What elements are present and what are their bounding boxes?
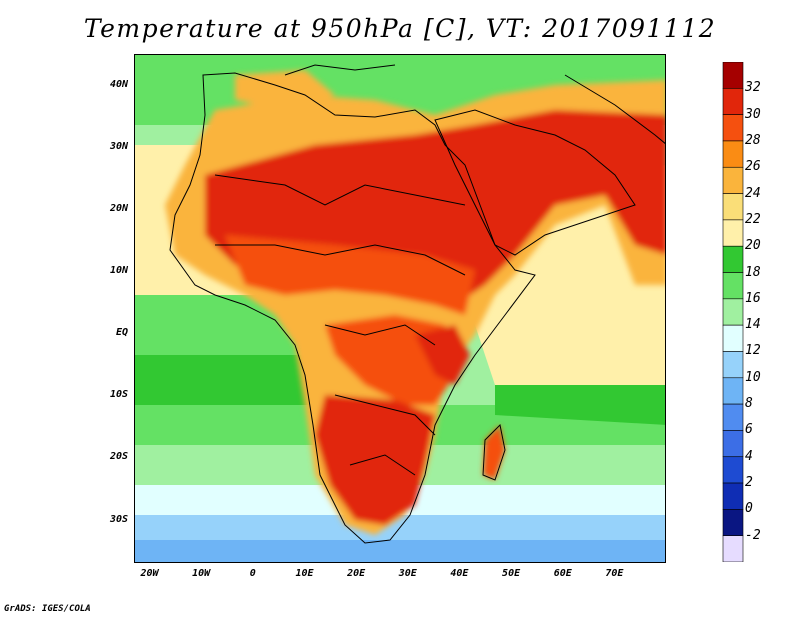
colorbar-swatch xyxy=(722,298,744,326)
country-borders xyxy=(169,64,665,544)
colorbar-swatch xyxy=(722,403,744,431)
border-asia xyxy=(564,74,665,144)
colorbar-swatch xyxy=(722,324,744,352)
lat-tick-label: 10N xyxy=(109,265,128,277)
colorbar-tick-label: 32 xyxy=(745,80,761,96)
colorbar-tick-label: 4 xyxy=(745,448,753,464)
colorbar-swatch xyxy=(722,114,744,142)
south-band-4 xyxy=(135,540,665,562)
lat-tick-label: 20N xyxy=(109,203,128,215)
colorbar-tick-label: 14 xyxy=(745,317,761,333)
lat-tick-label: 20S xyxy=(109,451,128,463)
colorbar-swatch xyxy=(722,430,744,458)
lon-tick-label: 40E xyxy=(450,568,469,579)
colorbar-swatch xyxy=(722,272,744,300)
colorbar-swatch xyxy=(722,535,744,562)
lat-tick-label: 30S xyxy=(109,513,128,525)
colorbar-tick-label: 2 xyxy=(745,475,753,491)
colorbar-tick-label: 12 xyxy=(745,343,761,359)
border-sahel xyxy=(215,244,466,276)
colorbar-swatch xyxy=(722,351,744,379)
border-southern xyxy=(349,454,416,476)
colorbar-tick-label: 20 xyxy=(745,238,761,254)
lon-tick-label: 10W xyxy=(192,568,211,579)
colorbar-tick-label: 24 xyxy=(745,185,761,201)
colorbar-swatch xyxy=(722,219,744,247)
lon-tick-label: 70E xyxy=(605,568,624,579)
colorbar-swatch xyxy=(722,140,744,168)
colorbar-swatch xyxy=(722,62,744,89)
lon-tick-label: 50E xyxy=(502,568,521,579)
lat-tick-label: 30N xyxy=(109,141,128,153)
colorbar-tick-label: 8 xyxy=(745,396,753,412)
colorbar-swatch xyxy=(722,245,744,273)
colorbar-tick-label: 18 xyxy=(745,264,761,280)
lon-tick-label: 20W xyxy=(140,568,159,579)
chart-title: Temperature at 950hPa [C], VT: 201709111… xyxy=(83,14,717,43)
colorbar-swatch xyxy=(722,377,744,405)
colorbar-swatch xyxy=(722,166,744,194)
lon-tick-label: 60E xyxy=(553,568,572,579)
lon-tick-label: 0 xyxy=(249,568,256,579)
lon-tick-label: 20E xyxy=(347,568,366,579)
lon-tick-label: 10E xyxy=(295,568,314,579)
colorbar xyxy=(722,62,744,562)
lon-tick-label: 30E xyxy=(398,568,417,579)
land-temperature-field xyxy=(165,70,665,535)
colorbar-tick-label: 10 xyxy=(745,369,761,385)
colorbar-swatch xyxy=(722,482,744,510)
lat-tick-label: EQ xyxy=(115,327,128,339)
colorbar-swatch xyxy=(722,456,744,484)
map-panel xyxy=(134,54,666,563)
colorbar-tick-label: -2 xyxy=(745,527,761,543)
madagascar-outline xyxy=(482,423,506,481)
lat-tick-label: 40N xyxy=(109,79,128,91)
colorbar-swatch xyxy=(722,193,744,221)
border-north xyxy=(214,174,466,206)
colorbar-tick-label: 26 xyxy=(745,159,761,175)
colorbar-tick-label: 28 xyxy=(745,132,761,148)
border-central xyxy=(324,324,436,346)
arabia-outline xyxy=(434,109,636,256)
colorbar-swatch xyxy=(722,88,744,115)
colorbar-tick-label: 16 xyxy=(745,290,761,306)
africa-coastline xyxy=(169,72,536,544)
colorbar-swatch xyxy=(722,509,744,536)
colorbar-tick-label: 0 xyxy=(745,501,753,517)
temperature-map xyxy=(135,55,665,562)
footer-credit: GrADS: IGES/COLA xyxy=(4,604,91,614)
lat-tick-label: 10S xyxy=(109,389,128,401)
colorbar-tick-label: 6 xyxy=(745,422,753,438)
colorbar-tick-label: 22 xyxy=(745,211,761,227)
border-south-central xyxy=(334,394,436,436)
border-europe xyxy=(284,64,396,76)
colorbar-tick-label: 30 xyxy=(745,106,761,122)
indian-ocean-mid xyxy=(495,385,665,425)
